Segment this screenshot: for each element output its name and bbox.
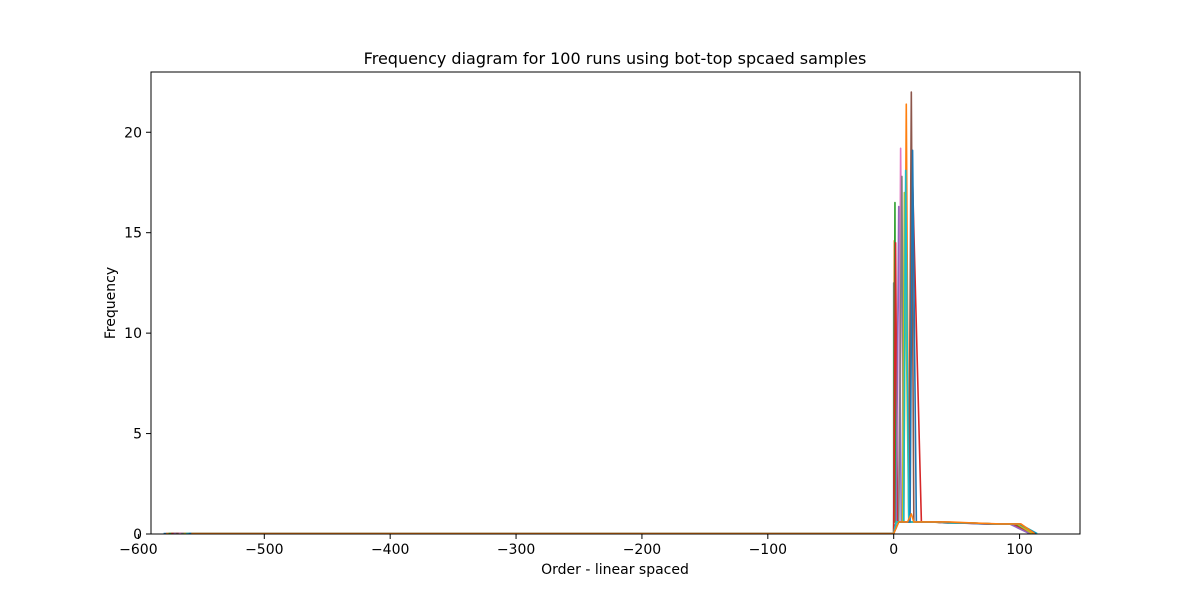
x-tick-label: 0 (889, 542, 898, 558)
x-tick-label: −400 (371, 542, 409, 558)
x-tick-label: −200 (623, 542, 661, 558)
y-tick-label: 5 (133, 427, 142, 443)
x-tick-label: −600 (119, 542, 157, 558)
plot-area-frame (150, 71, 1081, 535)
x-tick-label: −100 (749, 542, 787, 558)
x-axis: −600 −500 −400 −300 −200 −100 0 100 (119, 534, 1033, 558)
y-axis-label: Frequency (103, 267, 119, 339)
x-tick-label: −500 (245, 542, 283, 558)
y-tick-label: 15 (124, 226, 142, 242)
y-axis: 0 5 10 15 20 (124, 125, 151, 543)
x-axis-label: Order - linear spaced (541, 562, 689, 578)
series-line-12 (191, 513, 1036, 535)
x-tick-label: 100 (1006, 542, 1033, 558)
y-tick-label: 20 (124, 125, 142, 141)
x-tick-label: −300 (497, 542, 535, 558)
y-tick-label: 0 (133, 527, 142, 543)
y-tick-label: 10 (124, 326, 142, 342)
series-layer (163, 91, 1038, 535)
chart-title: Frequency diagram for 100 runs using bot… (364, 49, 867, 68)
